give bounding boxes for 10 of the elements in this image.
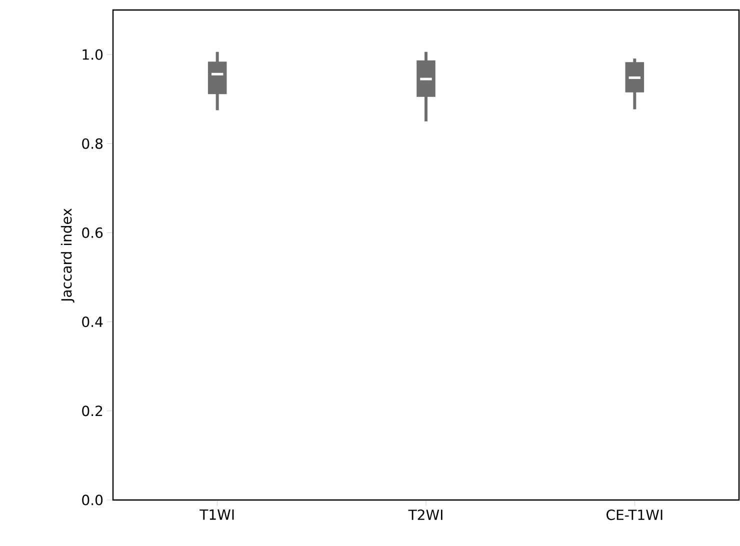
x-tick-label: CE-T1WI [606, 510, 662, 520]
x-tick-label: T1WI [200, 510, 234, 520]
x-tick-label: T2WI [408, 510, 442, 520]
y-tick-label: 0.6 [82, 227, 103, 238]
y-tick-label: 1.0 [82, 49, 103, 60]
y-tick-label: 0.4 [82, 316, 103, 328]
y-axis-title: Jaccard index [60, 208, 74, 303]
y-tick-label: 0.0 [82, 494, 103, 506]
y-tick-label: 0.2 [82, 406, 102, 416]
y-tick-label: 0.8 [82, 138, 103, 149]
